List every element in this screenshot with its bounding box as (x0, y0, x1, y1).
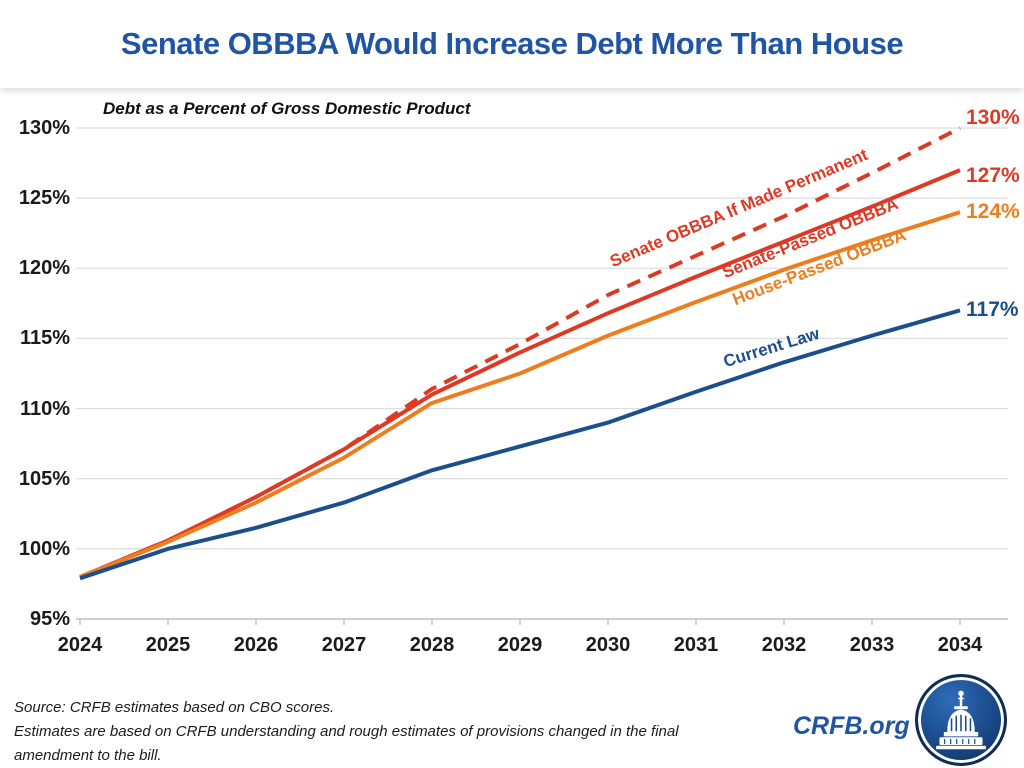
y-axis-label-95: 95% (29, 608, 70, 630)
series-line-senate-passed-obbba (79, 168, 961, 579)
series-end-label-current-law: 117% (966, 298, 1019, 322)
header: Senate OBBBA Would Increase Debt More Th… (0, 0, 1024, 88)
capitol-dome-icon (936, 690, 986, 750)
y-axis-label-100: 100% (18, 537, 70, 560)
x-axis-label-2027: 2027 (321, 634, 367, 656)
x-axis-label-2033: 2033 (849, 634, 895, 656)
source-note: Source: CRFB estimates based on CBO scor… (14, 696, 734, 768)
crfb-org-label: CRFB.org (793, 712, 910, 740)
source-line: Estimates are based on CRFB understandin… (14, 723, 679, 740)
y-axis-label-130: 130% (18, 117, 70, 140)
chart-subtitle: Debt as a Percent of Gross Domestic Prod… (103, 99, 471, 118)
page-title: Senate OBBBA Would Increase Debt More Th… (120, 26, 904, 61)
x-axis-label-2031: 2031 (673, 634, 719, 656)
y-axis-label-120: 120% (18, 257, 70, 280)
y-axis-label-125: 125% (18, 187, 70, 210)
y-axis-label-110: 110% (19, 397, 70, 420)
source-line: amendment to the bill. (14, 747, 162, 764)
y-axis-label-105: 105% (18, 467, 70, 490)
x-axis-label-2029: 2029 (497, 634, 543, 656)
x-axis-label-2025: 2025 (145, 634, 191, 656)
y-axis-label-115: 115% (19, 327, 70, 350)
crfb-logo (915, 674, 1007, 766)
series-line-current-law (79, 308, 961, 581)
series-line-house-passed-obbba (79, 210, 961, 579)
x-axis-label-2030: 2030 (585, 634, 631, 656)
x-axis-label-2026: 2026 (233, 634, 279, 656)
series-end-label-senate-passed-obbba: 127% (966, 164, 1020, 188)
x-axis-label-2024: 2024 (57, 634, 103, 656)
series-end-label-house-passed-obbba: 124% (966, 200, 1020, 224)
series-end-label-senate-obbba-if-made-permanent: 130% (966, 106, 1020, 130)
source-line: Source: CRFB estimates based on CBO scor… (14, 699, 335, 716)
x-axis-label-2034: 2034 (937, 634, 983, 656)
x-axis-label-2032: 2032 (761, 634, 807, 656)
x-axis-label-2028: 2028 (409, 634, 455, 656)
